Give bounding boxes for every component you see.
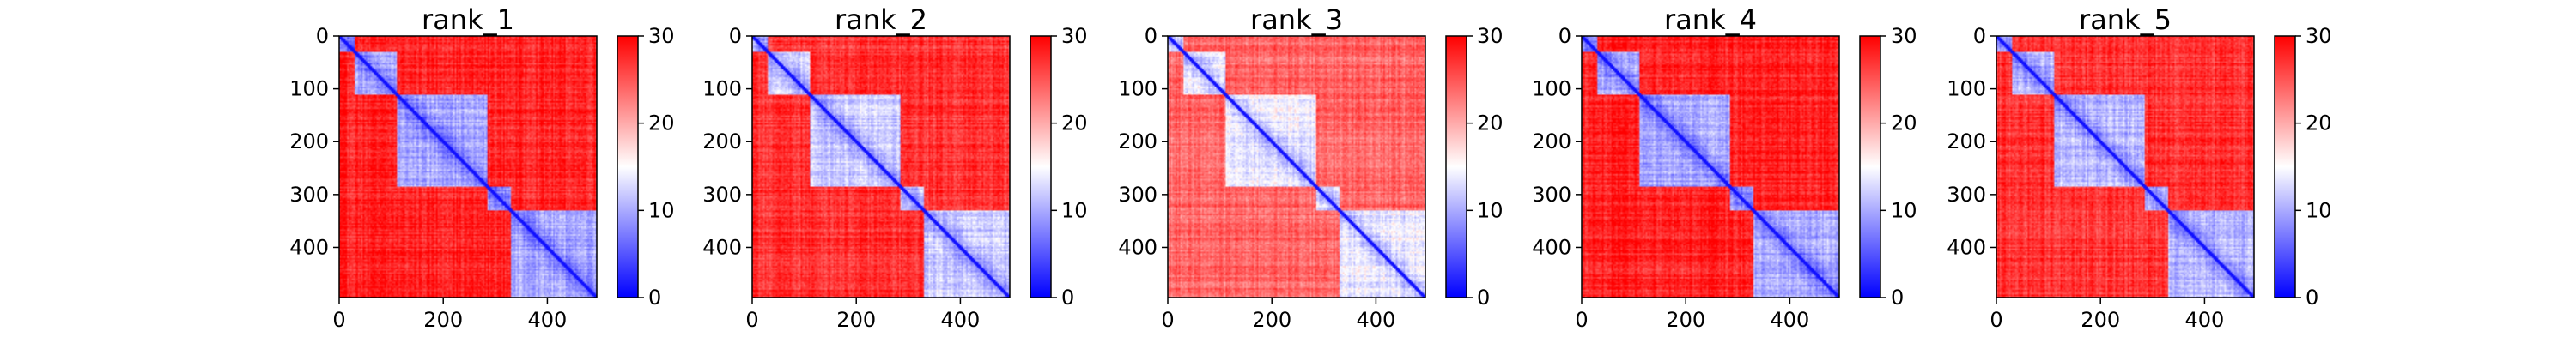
heatmap-image (1996, 36, 2254, 298)
y-tick-label: 0 (1145, 24, 1157, 48)
colorbar-tick-label: 20 (648, 111, 675, 135)
x-tick-label: 0 (1161, 308, 1174, 332)
heatmap-panel: rank_4 0 200 400 0 100 200 300 400 0 10 20 30 (1530, 0, 1994, 343)
heatmap-image (752, 36, 1010, 298)
chart-title: rank_4 (1664, 3, 1757, 36)
colorbar-tick-label: 20 (1477, 111, 1504, 135)
chart-svg: rank_3 0 200 400 0 100 200 300 400 0 10 20 30 (1118, 3, 1504, 332)
heatmap-image (339, 36, 597, 298)
y-tick-label: 100 (289, 77, 329, 101)
x-tick-label: 400 (941, 308, 981, 332)
y-tick-label: 400 (1947, 235, 1986, 259)
y-tick-label: 300 (702, 183, 742, 207)
y-tick-label: 400 (702, 235, 742, 259)
plot-frame (1996, 35, 2255, 298)
colorbar (1859, 35, 1881, 298)
y-tick-label: 100 (1947, 77, 1986, 101)
chart-svg: rank_1 0 200 400 0 100 200 300 400 0 10 20 30 (289, 3, 675, 332)
chart-svg: rank_2 0 200 400 0 100 200 300 400 0 10 20 30 (702, 3, 1088, 332)
colorbar-tick-label: 0 (648, 286, 661, 310)
y-tick-label: 200 (289, 129, 329, 153)
colorbar-tick-label: 10 (2306, 198, 2332, 222)
heatmap-panel: rank_2 0 200 400 0 100 200 300 400 0 10 20 30 (701, 0, 1164, 343)
y-tick-label: 100 (1532, 77, 1571, 101)
y-tick-label: 300 (289, 183, 329, 207)
colorbar (1445, 35, 1467, 298)
y-tick-label: 0 (729, 24, 742, 48)
y-tick-label: 100 (1118, 77, 1157, 101)
colorbar-tick-label: 10 (1891, 198, 1917, 222)
heatmap-image (1582, 36, 1839, 298)
x-tick-label: 400 (528, 308, 568, 332)
y-tick-label: 200 (1947, 129, 1986, 153)
colorbar-tick-label: 20 (1061, 111, 1088, 135)
colorbar-tick-label: 10 (1477, 198, 1504, 222)
colorbar (1030, 35, 1052, 298)
colorbar-tick-label: 0 (2306, 286, 2318, 310)
chart-title: rank_1 (422, 3, 514, 36)
y-tick-label: 200 (702, 129, 742, 153)
y-tick-label: 400 (289, 235, 329, 259)
colorbar-tick-label: 30 (1477, 24, 1504, 48)
x-tick-label: 0 (332, 308, 345, 332)
colorbar-tick-label: 30 (2306, 24, 2332, 48)
x-tick-label: 400 (1771, 308, 1810, 332)
colorbar-tick-label: 30 (1891, 24, 1917, 48)
colorbar-tick-label: 10 (1061, 198, 1088, 222)
y-tick-label: 0 (1973, 24, 1986, 48)
colorbar-tick-label: 0 (1061, 286, 1074, 310)
x-tick-label: 400 (1357, 308, 1396, 332)
y-tick-label: 400 (1532, 235, 1571, 259)
x-tick-label: 200 (836, 308, 876, 332)
x-tick-label: 200 (1252, 308, 1291, 332)
y-tick-label: 0 (316, 24, 329, 48)
chart-svg: rank_4 0 200 400 0 100 200 300 400 0 10 20 30 (1532, 3, 1917, 332)
colorbar (2274, 35, 2296, 298)
colorbar (617, 35, 639, 298)
y-tick-label: 200 (1118, 129, 1157, 153)
colorbar-tick-label: 30 (1061, 24, 1088, 48)
colorbar-tick-label: 20 (2306, 111, 2332, 135)
y-tick-label: 100 (702, 77, 742, 101)
x-tick-label: 200 (1666, 308, 1705, 332)
chart-title: rank_3 (1250, 3, 1343, 36)
y-tick-label: 0 (1558, 24, 1571, 48)
x-tick-label: 0 (1575, 308, 1588, 332)
heatmap-panel: rank_3 0 200 400 0 100 200 300 400 0 10 20 30 (1116, 0, 1580, 343)
x-tick-label: 400 (2185, 308, 2225, 332)
colorbar-tick-label: 0 (1891, 286, 1904, 310)
chart-svg: rank_5 0 200 400 0 100 200 300 400 0 10 20 30 (1947, 3, 2332, 332)
colorbar-tick-label: 20 (1891, 111, 1917, 135)
chart-title: rank_2 (835, 3, 927, 36)
x-tick-label: 0 (1990, 308, 2002, 332)
colorbar-tick-label: 0 (1477, 286, 1490, 310)
plot-frame (1167, 35, 1426, 298)
x-tick-label: 200 (423, 308, 463, 332)
x-tick-label: 200 (2081, 308, 2120, 332)
heatmap-panel: rank_5 0 200 400 0 100 200 300 400 0 10 20 30 (1945, 0, 2409, 343)
y-tick-label: 300 (1532, 183, 1571, 207)
chart-title: rank_5 (2079, 3, 2172, 36)
heatmap-image (1168, 36, 1425, 298)
colorbar-tick-label: 10 (648, 198, 675, 222)
plot-frame (751, 35, 1011, 298)
plot-frame (1581, 35, 1840, 298)
y-tick-label: 300 (1947, 183, 1986, 207)
y-tick-label: 400 (1118, 235, 1157, 259)
y-tick-label: 300 (1118, 183, 1157, 207)
y-tick-label: 200 (1532, 129, 1571, 153)
heatmap-panel: rank_1 0 200 400 0 100 200 300 400 0 10 20 30 (288, 0, 751, 343)
x-tick-label: 0 (745, 308, 758, 332)
plot-frame (338, 35, 598, 298)
colorbar-tick-label: 30 (648, 24, 675, 48)
